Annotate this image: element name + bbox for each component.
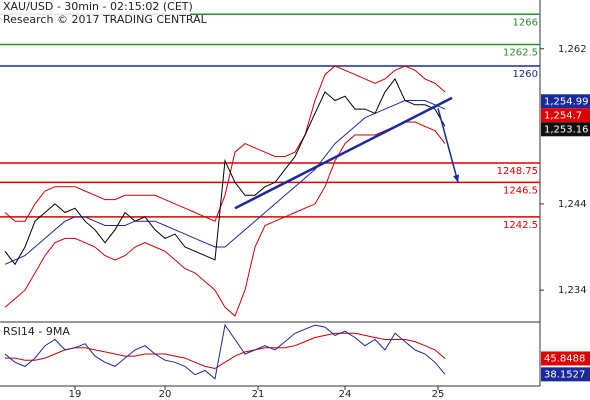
level-label: 1266 [513, 17, 538, 28]
level-label: 1262.5 [503, 47, 538, 58]
arrow [437, 108, 459, 183]
plot-layer: 1266 1262.5 1260 1248.75 1246.5 1242.5 [0, 13, 540, 380]
level-label: 1260 [513, 69, 538, 80]
price-tag-label: 1,254.99 [544, 96, 589, 107]
series-line [5, 332, 446, 370]
y-tick-label: 1,244 [558, 199, 587, 210]
series-line [4, 121, 446, 317]
price-tag [541, 122, 590, 137]
price-tag [541, 367, 590, 382]
rsi-title: RSI14 - 9MA [3, 325, 70, 338]
level-label: 1248.75 [497, 166, 538, 177]
x-tick-label: 24 [339, 389, 352, 400]
header-bg [0, 0, 190, 28]
price-tag-label: 1,253.16 [544, 124, 589, 135]
series-line [4, 65, 446, 222]
chart-subtitle: Research © 2017 TRADING CENTRAL [3, 13, 208, 26]
level-label: 1246.5 [503, 185, 538, 196]
x-tick-label: 25 [432, 389, 445, 400]
y-tick-label: 1,262 [558, 44, 587, 55]
x-tick-label: 19 [69, 389, 82, 400]
level-label: 1242.5 [503, 220, 538, 231]
series-line [4, 100, 446, 265]
price-tag [541, 108, 590, 123]
series-line [4, 323, 446, 380]
price-tag-label: 1,254.7 [544, 110, 582, 121]
series-line [4, 77, 446, 266]
x-tick-label: 21 [252, 389, 265, 400]
trendline [234, 96, 453, 210]
arrow-head [453, 174, 460, 183]
chart-title: XAU/USD - 30min - 02:15:02 (CET) [3, 0, 193, 13]
x-tick-label: 20 [159, 389, 172, 400]
price-tag-label: 45.8488 [544, 353, 585, 364]
price-tag [541, 94, 590, 109]
price-tag [541, 351, 590, 366]
y-tick-label: 1,234 [558, 285, 587, 296]
price-tag-label: 38.1527 [544, 369, 585, 380]
